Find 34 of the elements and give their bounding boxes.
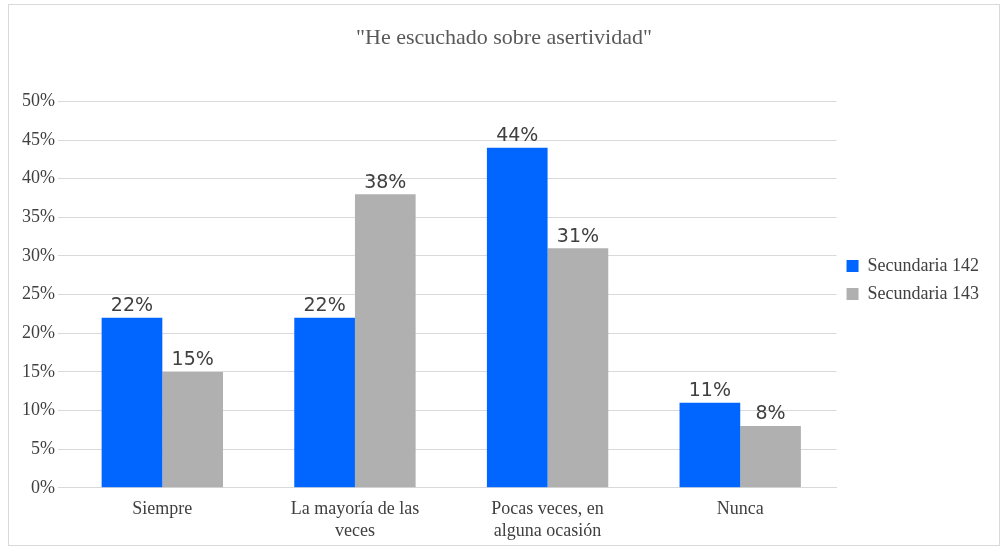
data-label: 38% — [364, 169, 407, 192]
x-tick-label: Pocas veces, en alguna ocasión — [491, 498, 604, 540]
y-tick-label: 50% — [21, 90, 55, 111]
y-tick-label: 0% — [30, 476, 55, 497]
y-tick-label: 15% — [21, 360, 55, 381]
y-tick-label: 25% — [21, 283, 55, 304]
bar — [547, 248, 609, 488]
bar — [740, 425, 801, 488]
bar — [486, 147, 548, 488]
data-label: 31% — [556, 223, 600, 246]
data-label: 15% — [171, 347, 214, 370]
data-label: 11% — [688, 378, 731, 401]
legend-label: Secundaria 142 — [867, 254, 980, 275]
bar — [679, 402, 741, 488]
bar — [101, 317, 163, 488]
y-tick-label: 30% — [21, 244, 55, 265]
y-tick-label: 40% — [21, 167, 55, 188]
data-label: 22% — [303, 293, 346, 316]
data-label: 44% — [496, 123, 539, 146]
y-tick-label: 20% — [21, 321, 55, 342]
x-tick-label: Nunca — [716, 498, 764, 519]
bar — [354, 194, 416, 488]
data-label: 8% — [755, 401, 786, 424]
y-tick-label: 10% — [21, 399, 55, 420]
data-label: 22% — [110, 293, 154, 316]
x-tick-label: Siempre — [132, 498, 193, 519]
y-tick-label: 35% — [21, 206, 55, 227]
chart-title: "He escuchado sobre asertividad" — [356, 23, 652, 49]
bar — [162, 371, 223, 488]
y-tick-label: 5% — [30, 437, 55, 458]
legend-label: Secundaria 143 — [867, 282, 980, 303]
y-tick-label: 45% — [21, 128, 55, 149]
bar — [294, 317, 355, 488]
x-tick-label: La mayoría de las veces — [290, 498, 420, 540]
